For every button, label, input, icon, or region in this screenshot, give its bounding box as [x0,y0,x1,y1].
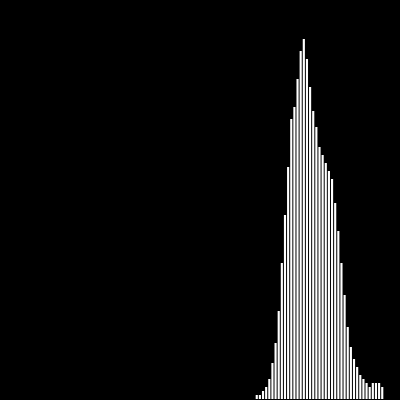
histogram-bar [365,383,368,399]
histogram-bar [334,203,337,399]
histogram-bar [315,127,318,399]
histogram-bar [299,51,302,399]
histogram-bar [327,171,330,399]
histogram-bar [318,147,321,399]
histogram-bar [368,387,371,399]
histogram-bar [258,395,261,399]
histogram-bar [324,163,327,399]
histogram-bar [302,39,305,399]
histogram-bar [277,311,280,399]
histogram-bar [261,391,265,399]
histogram-bar [271,363,274,399]
histogram-bar [255,395,258,399]
histogram-bar [359,375,362,399]
histogram-bar [283,215,287,399]
histogram-bar [293,107,296,399]
histogram-bar [337,231,340,399]
histogram-bar [346,327,349,399]
histogram-bar [312,111,315,399]
histogram-bar [343,295,346,399]
histogram-bar [287,167,290,399]
histogram-bar [362,379,365,399]
histogram-bar [381,387,384,399]
histogram-bar [274,343,277,399]
histogram-bar [309,87,312,399]
histogram-bar [356,367,359,399]
histogram-bar [378,383,381,399]
histogram-bar [305,59,309,399]
histogram-bar [280,263,283,399]
histogram-bar [340,263,343,399]
histogram-bar [290,119,293,399]
histogram-bar [374,383,378,399]
histogram-bar [352,359,356,399]
histogram-bar [330,179,334,399]
histogram-bar [296,79,299,399]
histogram-bar [268,379,271,399]
histogram-bar [349,347,352,399]
histogram-bar [265,387,268,399]
histogram-bars [255,39,384,399]
histogram-bar [371,383,374,399]
histogram-bar [321,155,324,399]
